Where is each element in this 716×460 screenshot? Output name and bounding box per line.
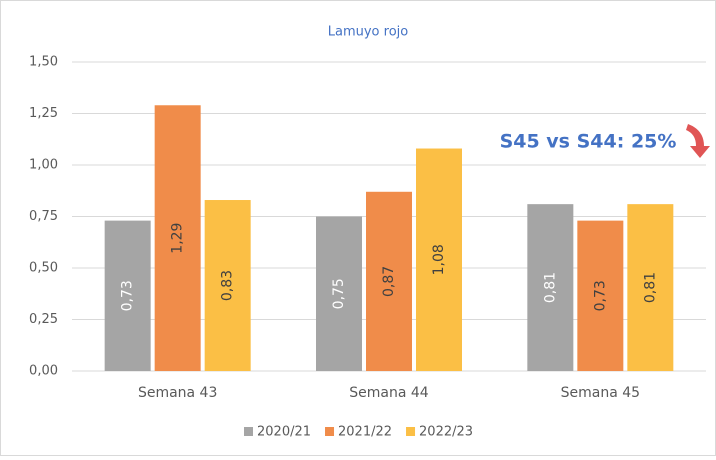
y-tick-label: 0,00 (29, 364, 58, 379)
legend-label: 2022/23 (419, 425, 473, 440)
y-tick-label: 0,75 (29, 209, 58, 224)
bar (366, 191, 412, 371)
data-label: 0,73 (592, 280, 608, 311)
data-label: 0,81 (542, 272, 558, 303)
bar (527, 204, 574, 371)
annotation: S45 vs S44: 25% (500, 131, 677, 153)
bar (416, 148, 462, 371)
bar (627, 204, 674, 371)
bar (204, 200, 251, 371)
x-tick-label: Semana 43 (138, 385, 217, 401)
y-tick-label: 1,50 (29, 55, 58, 70)
y-tick-label: 0,50 (29, 261, 58, 276)
data-label: 0,75 (331, 278, 347, 309)
bar (316, 216, 362, 371)
legend-label: 2021/22 (338, 425, 392, 440)
legend-swatch (406, 427, 416, 436)
data-label: 1,08 (431, 244, 447, 275)
data-label: 0,81 (642, 272, 658, 303)
bar (104, 220, 151, 371)
data-label: 0,73 (120, 280, 136, 311)
legend-swatch (325, 427, 335, 436)
y-tick-label: 1,00 (29, 158, 58, 173)
chart-title: Lamuyo rojo (328, 25, 409, 40)
legend-swatch (244, 427, 253, 436)
legend-label: 2020/21 (257, 425, 311, 440)
data-label: 0,87 (381, 266, 397, 297)
x-tick-label: Semana 45 (561, 385, 640, 401)
data-label: 1,29 (170, 223, 186, 254)
bar (577, 220, 624, 371)
y-tick-label: 1,25 (29, 106, 58, 121)
arrow-icon (686, 124, 710, 158)
bar (154, 105, 201, 371)
y-tick-label: 0,25 (29, 312, 58, 327)
x-tick-label: Semana 44 (349, 385, 429, 401)
data-label: 0,83 (220, 270, 236, 301)
